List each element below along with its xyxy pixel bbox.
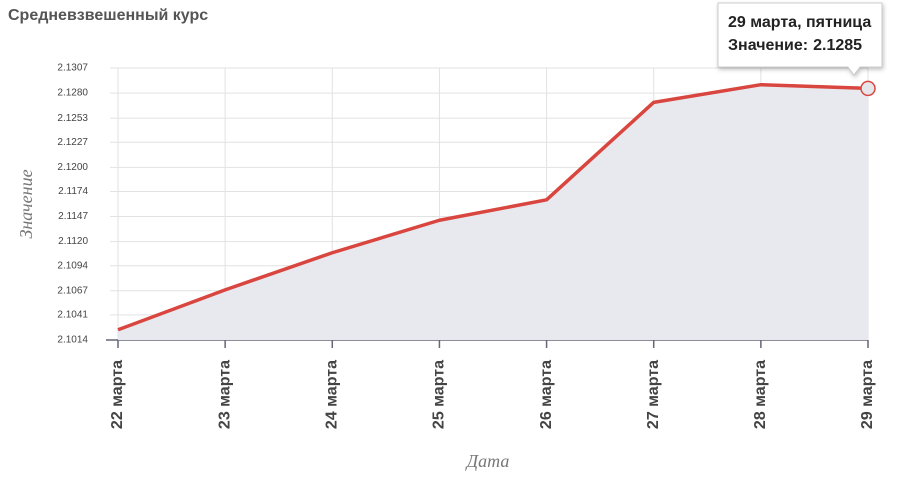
y-tick-label: 2.1147 xyxy=(58,211,88,222)
tooltip-title: 29 марта, пятница xyxy=(728,14,871,31)
y-tick-label: 2.1200 xyxy=(57,162,88,173)
line xyxy=(117,82,869,332)
x-tick-label: 27 марта xyxy=(645,360,662,429)
y-tick-label: 2.1014 xyxy=(57,335,88,346)
tooltip-box xyxy=(717,2,883,76)
y-tick-label: 2.1307 xyxy=(57,63,88,74)
y-tick-label: 2.1094 xyxy=(57,260,88,271)
hover-marker xyxy=(860,80,876,97)
y-tick-label: 2.1174 xyxy=(58,186,88,197)
y-tick-label: 2.1041 xyxy=(57,310,88,321)
x-tick-label: 29 марта xyxy=(859,360,876,429)
x-tick-label: 28 марта xyxy=(752,360,769,429)
y-tick-label: 2.1280 xyxy=(57,88,88,99)
tooltip-label-text: Значение: xyxy=(728,37,808,54)
x-tick-label: 23 марта xyxy=(216,360,233,429)
area-fill xyxy=(118,84,868,340)
x-tick-label: 22 марта xyxy=(109,360,126,429)
y-axis-label: Значение xyxy=(16,169,36,238)
y-tick-label: 2.1120 xyxy=(58,236,88,247)
y-tick-label: 2.1067 xyxy=(57,285,88,296)
y-tick-label: 2.1227 xyxy=(57,137,88,148)
y-tick-label: 2.1253 xyxy=(57,113,88,124)
x-tick-label: 25 марта xyxy=(431,360,448,429)
tooltip: 29 марта, пятница Значение: 2.1285 xyxy=(717,2,883,76)
x-tick-label: 26 марта xyxy=(538,360,555,429)
tooltip-value: 2.1285 xyxy=(813,37,862,54)
x-tick-label: 24 марта xyxy=(324,360,341,429)
tooltip-label: Значение: 2.1285 xyxy=(728,37,862,54)
x-axis-label: Дата xyxy=(465,451,510,471)
chart-title: Средневзвешенный курс xyxy=(8,7,208,24)
